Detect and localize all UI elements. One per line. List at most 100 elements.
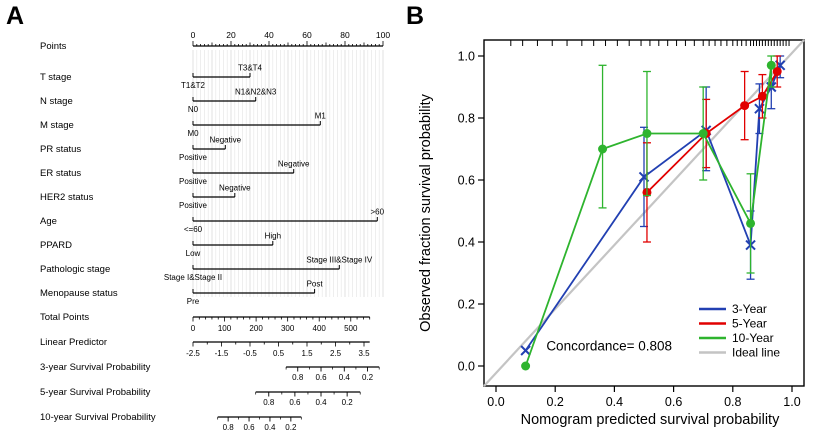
svg-text:Linear Predictor: Linear Predictor bbox=[40, 337, 107, 348]
svg-text:Menopause status: Menopause status bbox=[40, 288, 118, 299]
svg-text:0.2: 0.2 bbox=[285, 423, 297, 432]
svg-text:M1: M1 bbox=[315, 112, 327, 121]
svg-text:-0.5: -0.5 bbox=[243, 349, 257, 358]
svg-text:-1.5: -1.5 bbox=[215, 349, 229, 358]
svg-text:60: 60 bbox=[302, 30, 312, 40]
nomogram-row-m-stage: M stage M0 M1 bbox=[40, 112, 326, 139]
svg-text:0.5: 0.5 bbox=[273, 349, 285, 358]
svg-text:T stage: T stage bbox=[40, 72, 72, 83]
svg-text:>60: >60 bbox=[371, 208, 385, 217]
svg-text:0.2: 0.2 bbox=[547, 395, 564, 409]
svg-text:M0: M0 bbox=[187, 129, 199, 138]
svg-text:PR status: PR status bbox=[40, 144, 81, 155]
svg-text:Ideal line: Ideal line bbox=[732, 346, 780, 360]
svg-text:3.5: 3.5 bbox=[358, 349, 370, 358]
svg-text:5-year Survival Probability: 5-year Survival Probability bbox=[40, 387, 151, 398]
svg-text:0: 0 bbox=[191, 324, 196, 333]
svg-text:400: 400 bbox=[313, 324, 327, 333]
svg-text:T3&T4: T3&T4 bbox=[238, 64, 263, 73]
nomogram-row-her2-status: HER2 status Positive Negative bbox=[40, 184, 251, 211]
svg-text:Points: Points bbox=[40, 41, 67, 52]
concordance-annotation: Concordance= 0.808 bbox=[546, 339, 672, 354]
svg-text:Negative: Negative bbox=[278, 160, 310, 169]
series-10-year bbox=[521, 55, 776, 371]
svg-text:0.4: 0.4 bbox=[606, 395, 623, 409]
svg-text:0.0: 0.0 bbox=[458, 360, 475, 374]
svg-text:3-year Survival Probability: 3-year Survival Probability bbox=[40, 362, 151, 373]
svg-text:0.4: 0.4 bbox=[264, 423, 276, 432]
svg-text:500: 500 bbox=[344, 324, 358, 333]
svg-text:Negative: Negative bbox=[210, 136, 242, 145]
svg-text:10-Year: 10-Year bbox=[732, 331, 774, 345]
svg-text:0.8: 0.8 bbox=[292, 373, 304, 382]
panel-b-label: B bbox=[406, 2, 425, 30]
svg-text:Pathologic stage: Pathologic stage bbox=[40, 264, 110, 275]
nomogram-row-pathologic-stage: Pathologic stage Stage I&Stage II Stage II… bbox=[40, 256, 373, 283]
svg-text:1.5: 1.5 bbox=[301, 349, 313, 358]
survival-axis-10-year-survival-probability: 10-year Survival Probability 0.8 0.6 0.4 0.2 bbox=[40, 412, 302, 432]
svg-text:0.8: 0.8 bbox=[724, 395, 741, 409]
points-axis: 0 20 40 60 80 100 Points bbox=[40, 30, 390, 52]
svg-text:N0: N0 bbox=[188, 105, 199, 114]
svg-text:0.4: 0.4 bbox=[315, 398, 327, 407]
svg-text:100: 100 bbox=[218, 324, 232, 333]
svg-text:0.8: 0.8 bbox=[263, 398, 275, 407]
svg-text:1.0: 1.0 bbox=[458, 50, 475, 64]
nomogram-row-t-stage: T stage T1&T2 T3&T4 bbox=[40, 64, 263, 91]
svg-text:Positive: Positive bbox=[179, 177, 208, 186]
nomogram-row-er-status: ER status Positive Negative bbox=[40, 160, 310, 187]
svg-text:0.6: 0.6 bbox=[315, 373, 327, 382]
svg-text:Pre: Pre bbox=[187, 297, 200, 306]
svg-text:1.0: 1.0 bbox=[783, 395, 800, 409]
svg-text:Stage III&Stage IV: Stage III&Stage IV bbox=[306, 256, 372, 265]
svg-text:Nomogram predicted survival pr: Nomogram predicted survival probability bbox=[521, 412, 780, 428]
linear-predictor-axis: Linear Predictor -2.5 -1.5 -0.5 0.5 1.5 2.5 3.5 bbox=[40, 337, 370, 358]
svg-text:-2.5: -2.5 bbox=[186, 349, 200, 358]
rug-marks bbox=[510, 40, 790, 46]
y-axis: 0.0 0.2 0.4 0.6 0.8 1.0 Observed fraction surv… bbox=[418, 50, 484, 374]
svg-text:N1&N2&N3: N1&N2&N3 bbox=[235, 88, 277, 97]
svg-text:T1&T2: T1&T2 bbox=[181, 81, 206, 90]
nomogram-row-menopause-status: Menopause status Pre Post bbox=[40, 280, 323, 307]
plot-frame bbox=[483, 39, 805, 387]
svg-text:Positive: Positive bbox=[179, 201, 208, 210]
svg-text:100: 100 bbox=[376, 30, 390, 40]
svg-text:N stage: N stage bbox=[40, 96, 73, 107]
svg-text:0.4: 0.4 bbox=[458, 236, 475, 250]
nomogram-row-ppard: PPARD Low High bbox=[40, 232, 281, 259]
svg-text:High: High bbox=[265, 232, 281, 241]
svg-text:0.6: 0.6 bbox=[243, 423, 255, 432]
svg-text:0.0: 0.0 bbox=[487, 395, 504, 409]
svg-text:20: 20 bbox=[226, 30, 236, 40]
svg-text:Concordance= 0.808: Concordance= 0.808 bbox=[546, 339, 672, 354]
svg-text:0.8: 0.8 bbox=[458, 112, 475, 126]
svg-text:2.5: 2.5 bbox=[330, 349, 342, 358]
svg-text:3-Year: 3-Year bbox=[732, 302, 767, 316]
nomogram-row-age: Age <=60 >60 bbox=[40, 208, 385, 235]
nomogram-row-n-stage: N stage N0 N1&N2&N3 bbox=[40, 88, 277, 115]
svg-text:PPARD: PPARD bbox=[40, 240, 72, 251]
svg-text:40: 40 bbox=[264, 30, 274, 40]
total-points-axis: Total Points 0 100 200 300 400 500 bbox=[40, 312, 371, 333]
svg-text:Low: Low bbox=[186, 249, 201, 258]
svg-text:0.2: 0.2 bbox=[458, 298, 475, 312]
svg-text:0.6: 0.6 bbox=[665, 395, 682, 409]
svg-text:0.6: 0.6 bbox=[458, 174, 475, 188]
svg-text:Positive: Positive bbox=[179, 153, 208, 162]
svg-text:M stage: M stage bbox=[40, 120, 74, 131]
survival-axis-5-year-survival-probability: 5-year Survival Probability 0.8 0.6 0.4 0.2 bbox=[40, 387, 361, 407]
survival-axis-3-year-survival-probability: 3-year Survival Probability 0.8 0.6 0.4 0.2 bbox=[40, 362, 380, 382]
svg-text:200: 200 bbox=[249, 324, 263, 333]
svg-text:10-year Survival Probability: 10-year Survival Probability bbox=[40, 412, 156, 423]
svg-text:0: 0 bbox=[191, 30, 196, 40]
svg-text:Stage I&Stage II: Stage I&Stage II bbox=[164, 273, 222, 282]
svg-text:Negative: Negative bbox=[219, 184, 251, 193]
svg-text:ER status: ER status bbox=[40, 168, 81, 179]
panel-a-label: A bbox=[6, 2, 25, 30]
svg-text:Observed fraction survival pro: Observed fraction survival probability bbox=[418, 93, 434, 331]
